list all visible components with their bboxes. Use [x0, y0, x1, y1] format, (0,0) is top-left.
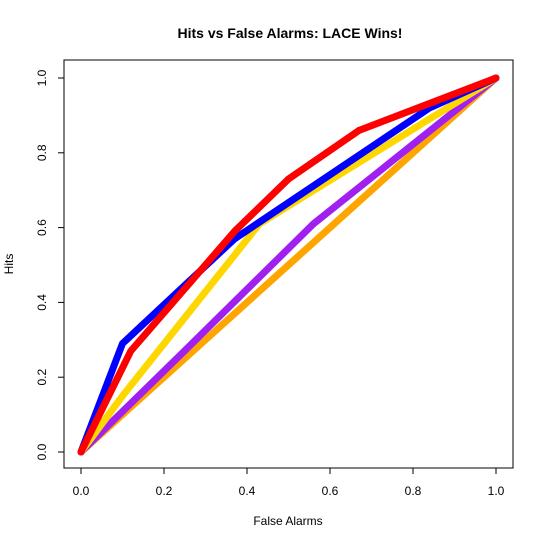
series-line-1 [77, 74, 500, 456]
series-line-2 [77, 74, 500, 456]
y-tick-label: 0.2 [35, 369, 49, 386]
y-tick-label: 0.8 [35, 144, 49, 161]
y-tick-label: 0.4 [35, 294, 49, 311]
x-axis-label: False Alarms [253, 514, 322, 528]
series-line-5 [77, 74, 500, 456]
y-tick-label: 0.0 [35, 443, 49, 460]
x-tick-label: 0.6 [322, 484, 339, 498]
x-tick-label: 0.8 [405, 484, 422, 498]
y-axis: 0.0 0.2 0.4 0.6 0.8 1.0 [35, 69, 65, 460]
y-tick-label: 0.6 [35, 219, 49, 236]
x-axis: 0.0 0.2 0.4 0.6 0.8 1.0 [73, 467, 505, 498]
x-tick-label: 0.2 [156, 484, 173, 498]
x-tick-label: 0.4 [239, 484, 256, 498]
series-line-3 [77, 74, 500, 456]
series-lines [77, 74, 500, 456]
y-axis-label: Hits [2, 254, 16, 275]
y-tick-label: 1.0 [35, 69, 49, 86]
x-tick-label: 1.0 [488, 484, 505, 498]
x-tick-label: 0.0 [73, 484, 90, 498]
chart-title: Hits vs False Alarms: LACE Wins! [178, 25, 403, 41]
